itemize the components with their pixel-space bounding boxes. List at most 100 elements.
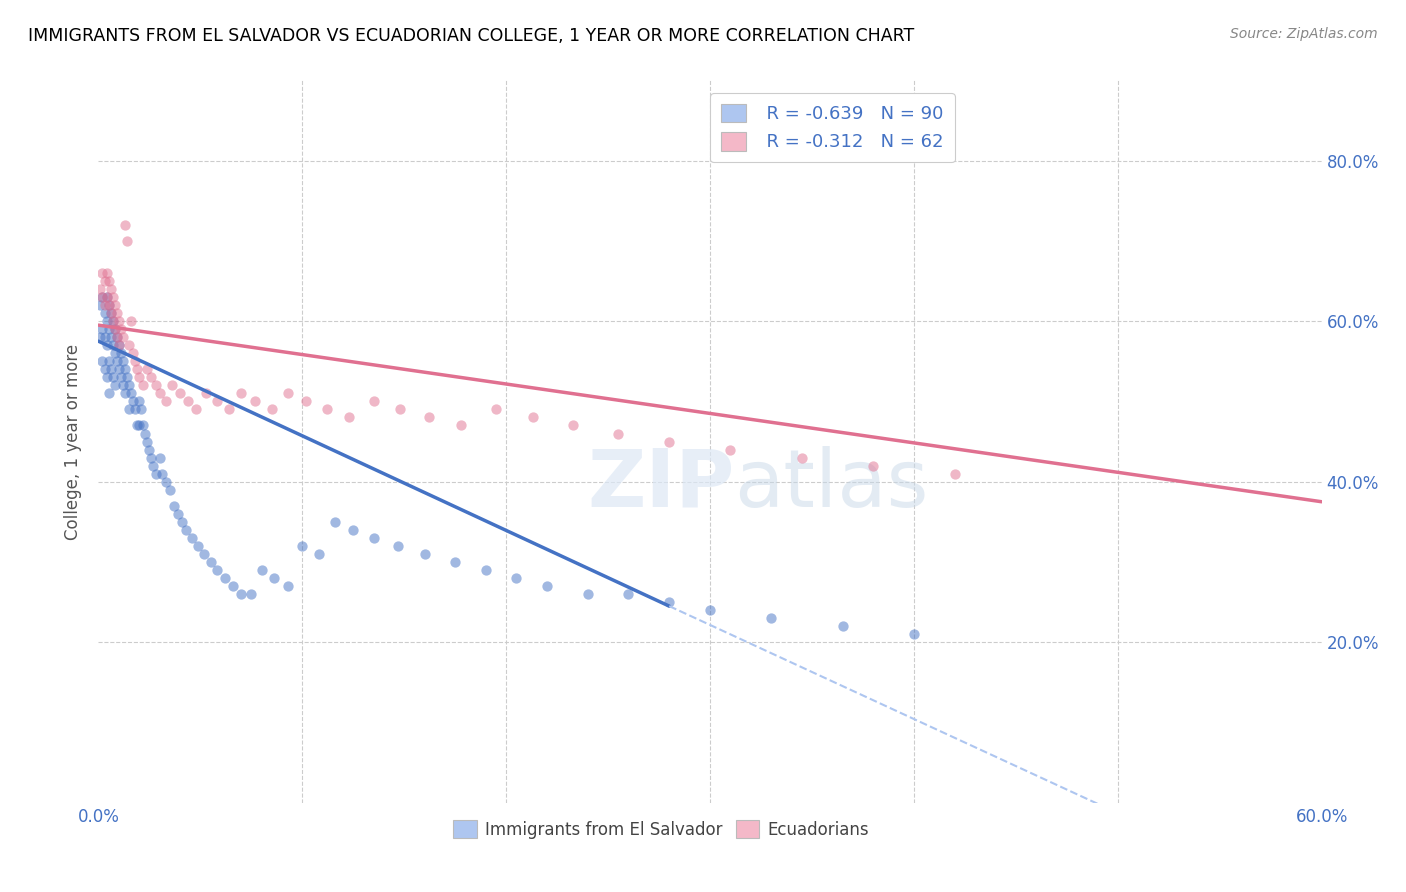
Point	[169, 386, 191, 401]
Point	[100, 362, 122, 376]
Point	[132, 378, 155, 392]
Point	[128, 394, 150, 409]
Point	[110, 346, 132, 360]
Point	[363, 394, 385, 409]
Point	[195, 386, 218, 401]
Point	[91, 290, 114, 304]
Point	[96, 338, 118, 352]
Point	[699, 603, 721, 617]
Point	[100, 306, 122, 320]
Point	[122, 394, 145, 409]
Point	[450, 418, 472, 433]
Point	[96, 314, 118, 328]
Point	[97, 322, 120, 336]
Point	[105, 330, 128, 344]
Point	[89, 298, 111, 312]
Point	[943, 467, 966, 481]
Point	[150, 467, 173, 481]
Point	[97, 298, 120, 312]
Point	[315, 402, 337, 417]
Point	[222, 579, 245, 593]
Point	[105, 306, 128, 320]
Point	[200, 555, 222, 569]
Point	[193, 547, 215, 561]
Point	[862, 458, 884, 473]
Point	[263, 571, 285, 585]
Point	[132, 418, 155, 433]
Point	[108, 338, 131, 352]
Point	[93, 298, 115, 312]
Point	[231, 587, 253, 601]
Point	[108, 314, 131, 328]
Point	[323, 515, 346, 529]
Point	[761, 611, 783, 625]
Point	[418, 410, 440, 425]
Text: IMMIGRANTS FROM EL SALVADOR VS ECUADORIAN COLLEGE, 1 YEAR OR MORE CORRELATION CH: IMMIGRANTS FROM EL SALVADOR VS ECUADORIA…	[28, 27, 914, 45]
Point	[114, 386, 136, 401]
Point	[187, 539, 209, 553]
Point	[790, 450, 813, 465]
Point	[342, 523, 364, 537]
Point	[186, 402, 208, 417]
Point	[181, 531, 204, 545]
Point	[291, 539, 314, 553]
Point	[159, 483, 181, 497]
Point	[111, 330, 134, 344]
Point	[118, 338, 141, 352]
Point	[505, 571, 527, 585]
Point	[114, 362, 136, 376]
Point	[120, 386, 142, 401]
Point	[115, 234, 138, 248]
Point	[91, 290, 114, 304]
Point	[118, 378, 141, 392]
Point	[718, 442, 742, 457]
Point	[124, 354, 146, 368]
Point	[138, 442, 160, 457]
Point	[93, 362, 115, 376]
Point	[260, 402, 283, 417]
Point	[170, 515, 193, 529]
Point	[110, 322, 132, 336]
Point	[155, 394, 177, 409]
Legend: Immigrants from El Salvador, Ecuadorians: Immigrants from El Salvador, Ecuadorians	[443, 811, 879, 848]
Point	[101, 314, 124, 328]
Point	[127, 418, 149, 433]
Point	[120, 314, 142, 328]
Point	[93, 274, 115, 288]
Point	[91, 354, 114, 368]
Point	[205, 394, 228, 409]
Point	[474, 563, 498, 577]
Point	[128, 418, 150, 433]
Point	[903, 627, 925, 641]
Point	[104, 346, 127, 360]
Point	[97, 354, 120, 368]
Point	[104, 298, 127, 312]
Point	[97, 386, 120, 401]
Text: ZIP: ZIP	[588, 446, 734, 524]
Point	[89, 282, 111, 296]
Point	[522, 410, 544, 425]
Point	[93, 330, 115, 344]
Point	[89, 330, 111, 344]
Text: Source: ZipAtlas.com: Source: ZipAtlas.com	[1230, 27, 1378, 41]
Point	[96, 290, 118, 304]
Point	[576, 587, 599, 601]
Point	[308, 547, 330, 561]
Point	[108, 338, 131, 352]
Point	[831, 619, 853, 633]
Point	[134, 426, 156, 441]
Point	[136, 434, 159, 449]
Point	[231, 386, 253, 401]
Point	[145, 378, 167, 392]
Point	[136, 362, 159, 376]
Point	[155, 475, 177, 489]
Point	[91, 322, 114, 336]
Point	[387, 539, 409, 553]
Point	[205, 563, 228, 577]
Point	[97, 298, 120, 312]
Point	[163, 499, 186, 513]
Point	[104, 322, 127, 336]
Point	[277, 386, 299, 401]
Point	[105, 330, 128, 344]
Point	[91, 266, 114, 280]
